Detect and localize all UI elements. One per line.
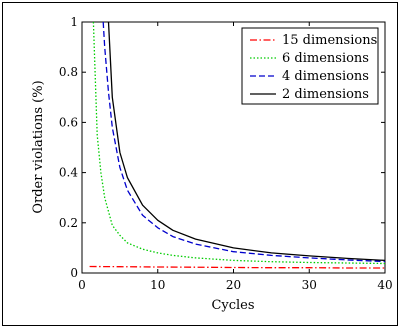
series-line-2: [102, 22, 385, 263]
y-tick-label: 0.6: [59, 115, 78, 129]
legend-label-1: 6 dimensions: [282, 51, 369, 66]
legend-label-3: 2 dimensions: [282, 87, 369, 102]
x-tick-label: 20: [226, 278, 241, 292]
legend-label-0: 15 dimensions: [282, 33, 377, 48]
y-tick-label: 0.8: [59, 65, 78, 79]
x-tick-label: 0: [78, 278, 86, 292]
series-line-1: [92, 22, 385, 265]
axis-ticks: 0 10 20 30 40 0 0.2 0.4 0.6 0.8 1: [59, 15, 393, 292]
series-lines: [89, 22, 385, 269]
y-tick-label: 0.4: [59, 166, 78, 180]
x-tick-label: 30: [302, 278, 317, 292]
series-line-3: [107, 22, 385, 262]
y-tick-label: 1: [70, 15, 78, 29]
y-tick-label: 0.2: [59, 216, 78, 230]
legend: 15 dimensions 6 dimensions 4 dimensions 2 d…: [241, 27, 379, 105]
x-tick-label: 40: [377, 278, 392, 292]
legend-box: [241, 27, 379, 105]
series-line-0: [89, 265, 385, 269]
y-tick-label: 0: [70, 266, 78, 280]
legend-label-2: 4 dimensions: [282, 69, 369, 84]
x-tick-label: 10: [150, 278, 165, 292]
y-axis-label: Order violations (%): [31, 80, 46, 213]
x-axis-label: Cycles: [211, 298, 254, 313]
